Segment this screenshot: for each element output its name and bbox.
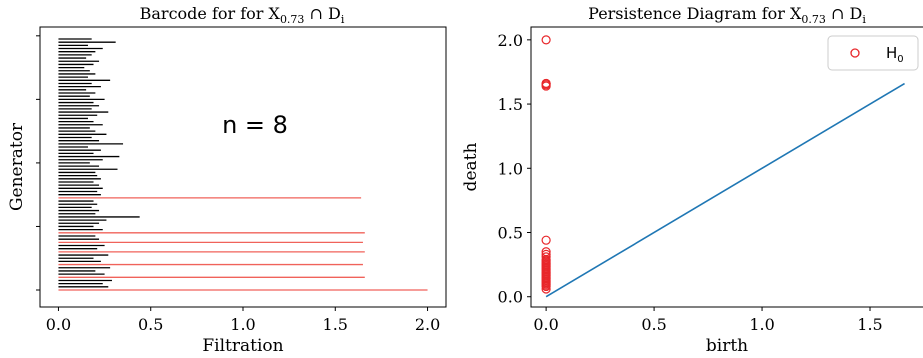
diagram-y-tick-label: 0.5 [498, 224, 523, 243]
legend-box [827, 35, 919, 71]
diagram-legend: H0 [827, 35, 919, 71]
diagram-x-label: birth [706, 336, 748, 356]
diagram-point [541, 281, 551, 292]
barcode-x-tick-label: 0.0 [46, 315, 71, 334]
diagram-y-tick-label: 1.0 [498, 159, 523, 178]
diagram-point [541, 35, 551, 45]
diagram-axes-frame [530, 26, 923, 308]
barcode-title: Barcode for for X0.73 ∩ Di [140, 4, 345, 26]
diagram-x-tick-label: 0.0 [533, 315, 558, 334]
diagram-panel: Persistence Diagram for X0.73 ∩ Di 0.0 0.… [461, 4, 923, 356]
diagram-x-tick-label: 0.5 [641, 315, 666, 334]
diagram-x-tick-label: 1.5 [857, 315, 882, 334]
barcode-x-label: Filtration [202, 336, 283, 356]
barcode-axes-frame [39, 26, 447, 308]
diagram-point [541, 235, 551, 245]
barcode-annotation: n = 8 [222, 111, 288, 139]
diagram-ticks: 0.0 0.5 1.0 1.5 0.0 0.5 1.0 1.5 2.0 [498, 31, 883, 334]
diagram-y-label: death [461, 143, 481, 192]
diagram-point [541, 284, 551, 294]
diagram-point [541, 78, 551, 89]
legend-circle-icon [850, 48, 860, 58]
legend-label: H0 [886, 44, 904, 65]
diagram-title: Persistence Diagram for X0.73 ∩ Di [588, 4, 866, 26]
barcode-x-tick-label: 1.0 [230, 315, 255, 334]
barcode-x-tick-label: 2.0 [415, 315, 440, 334]
barcode-panel: Barcode for for X0.73 ∩ Di 0.0 0.5 1.0 1.5 2… [7, 4, 447, 356]
diagram-y-tick-label: 1.5 [498, 95, 523, 114]
diagram-y-tick-label: 0.0 [498, 288, 523, 307]
diagram-point [541, 81, 551, 91]
barcode-x-tick-label: 0.5 [138, 315, 163, 334]
diagram-points [541, 35, 551, 294]
barcode-x-tick-label: 1.5 [323, 315, 348, 334]
barcode-y-label: Generator [7, 122, 27, 211]
barcode-y-ticks [36, 35, 40, 291]
diagonal-line [545, 82, 905, 298]
barcode-bars [58, 38, 428, 291]
diagram-y-tick-label: 2.0 [498, 31, 523, 50]
barcode-x-ticks: 0.0 0.5 1.0 1.5 2.0 [46, 307, 440, 334]
diagram-x-tick-label: 1.0 [749, 315, 774, 334]
